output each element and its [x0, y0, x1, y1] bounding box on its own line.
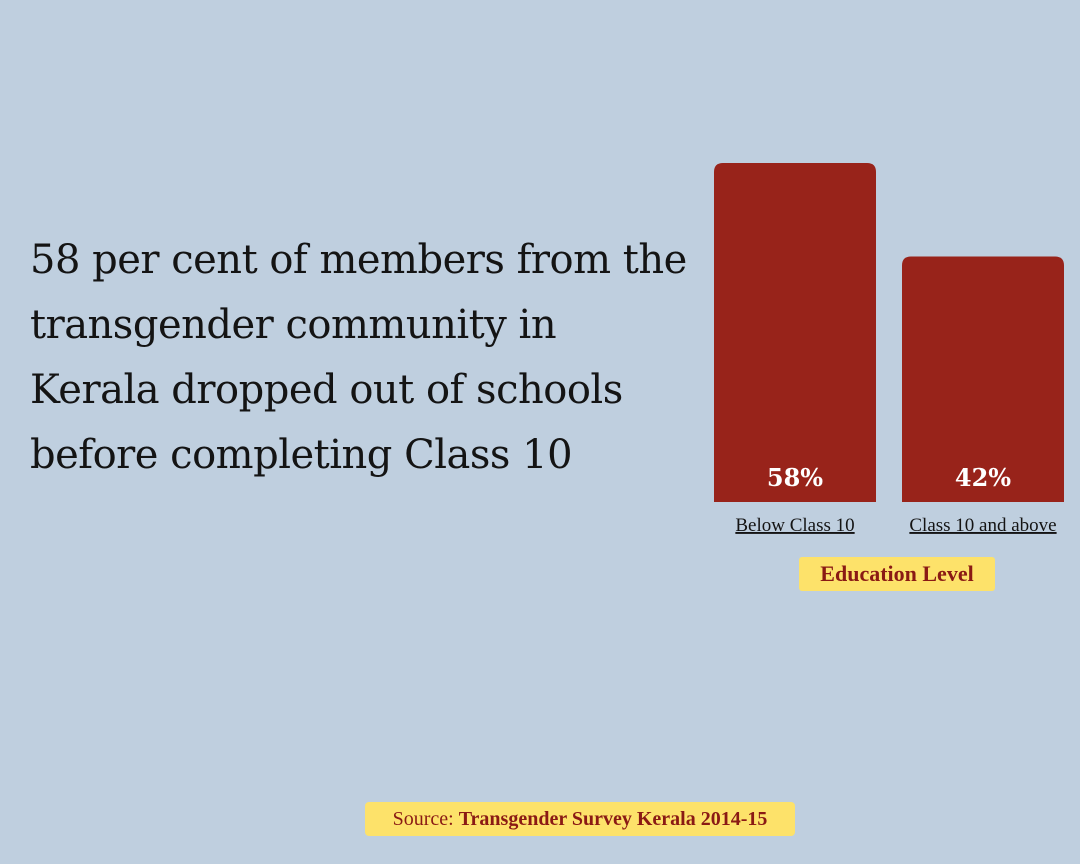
source-name: Transgender Survey Kerala 2014-15	[458, 808, 768, 830]
x-axis-title-highlight	[799, 557, 995, 591]
category-labels-layer: Below Class 10 Class 10 and above	[735, 515, 1056, 536]
headline: 58 per cent of members from the transgen…	[30, 237, 687, 478]
bar-chart: 58% 42% Below Class 10 Class 10 and above …	[714, 163, 1064, 591]
source-prefix: Source:	[392, 808, 454, 830]
bar-1	[714, 163, 876, 502]
category-label-2: Class 10 and above	[909, 515, 1056, 536]
bars-layer	[714, 163, 1064, 502]
value-labels-layer: 58% 42%	[767, 463, 1011, 492]
x-axis-title: Education Level	[820, 561, 973, 586]
value-label-2: 42%	[955, 463, 1011, 492]
bar-2	[902, 256, 1064, 502]
category-label-1: Below Class 10	[735, 515, 854, 536]
value-label-1: 58%	[767, 463, 823, 492]
source-note: Source: Transgender Survey Kerala 2014-1…	[365, 802, 795, 836]
